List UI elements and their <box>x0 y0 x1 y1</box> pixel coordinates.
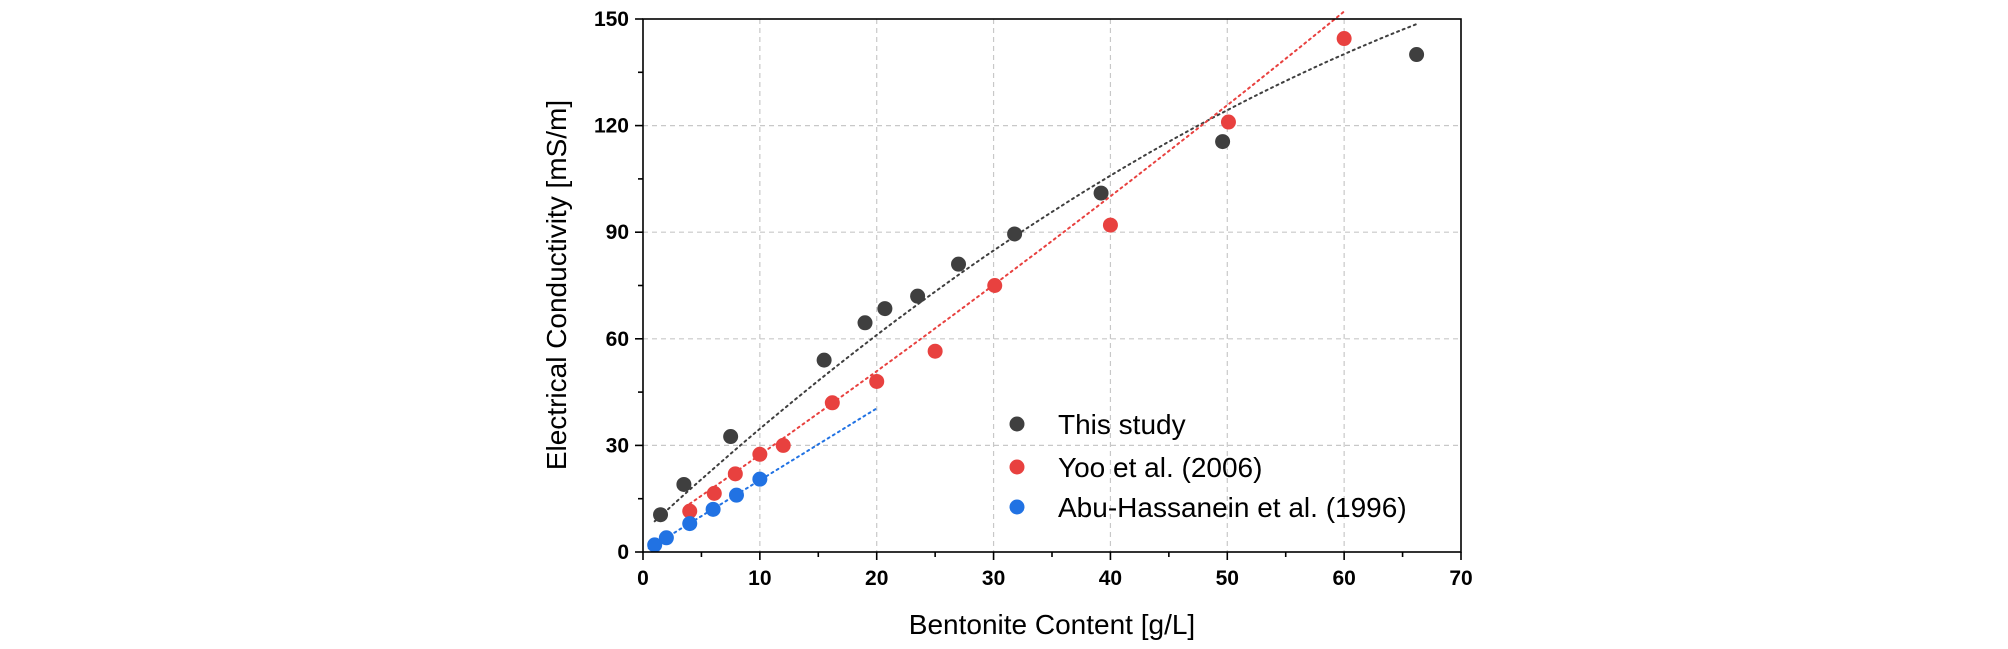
data-point-series-1 <box>987 278 1003 293</box>
y-tick-label: 60 <box>606 328 629 351</box>
data-points <box>647 31 1425 553</box>
trend-line-series-0 <box>653 23 1418 523</box>
data-point-series-0 <box>1215 134 1231 150</box>
legend-marker-yoo-et-al <box>1009 459 1025 475</box>
y-tick-label: 30 <box>606 434 629 457</box>
data-point-series-0 <box>1007 226 1023 242</box>
data-point-series-0 <box>877 301 893 317</box>
legend-label-this-study: This study <box>1058 409 1186 440</box>
data-point-series-2 <box>647 537 663 553</box>
x-tick-label: 70 <box>1449 567 1472 590</box>
data-point-series-0 <box>723 429 739 445</box>
data-point-series-1 <box>1336 31 1352 47</box>
y-tick-label: 0 <box>617 541 629 564</box>
data-point-series-2 <box>728 487 744 503</box>
data-point-series-0 <box>816 352 832 368</box>
y-tick-label: 90 <box>606 221 629 244</box>
data-point-series-1 <box>869 373 885 389</box>
legend-item: Abu-Hassanein et al. (1996) <box>1009 492 1407 523</box>
data-point-series-1 <box>927 343 943 359</box>
legend-marker-abu-hassanein-et-al <box>1009 499 1025 515</box>
data-point-series-0 <box>951 256 967 272</box>
x-tick-label: 10 <box>748 567 771 590</box>
data-point-series-0 <box>676 476 692 492</box>
x-tick-label: 40 <box>1099 567 1122 590</box>
x-tick-label: 60 <box>1332 567 1355 590</box>
data-point-series-0 <box>1093 185 1109 201</box>
y-tick-label: 150 <box>594 8 629 31</box>
y-axis-title: Electrical Conductivity [mS/m] <box>541 100 572 470</box>
x-axis-title: Bentonite Content [g/L] <box>909 609 1195 640</box>
x-tick-labels: 0 10 20 30 40 50 60 70 <box>637 567 1473 590</box>
legend-item: This study <box>1009 409 1186 440</box>
grid-lines <box>643 19 1461 552</box>
legend-label-yoo-et-al: Yoo et al. (2006) <box>1058 452 1262 483</box>
legend-marker-this-study <box>1009 416 1025 432</box>
y-tick-label: 120 <box>594 115 629 138</box>
x-tick-label: 0 <box>637 567 649 590</box>
data-point-series-1 <box>1220 114 1236 130</box>
trend-lines <box>647 10 1418 550</box>
data-point-series-1 <box>727 466 743 482</box>
data-point-series-1 <box>706 485 722 501</box>
trend-line-series-1 <box>688 10 1346 505</box>
data-point-series-0 <box>1409 47 1425 63</box>
data-point-series-1 <box>682 503 698 519</box>
legend-item: Yoo et al. (2006) <box>1009 452 1262 483</box>
legend-label-abu-hassanein-et-al: Abu-Hassanein et al. (1996) <box>1058 492 1407 523</box>
data-point-series-1 <box>752 446 768 462</box>
axis-ticks <box>635 18 1462 560</box>
data-point-series-0 <box>653 507 669 523</box>
data-point-series-2 <box>658 530 674 546</box>
x-tick-label: 50 <box>1216 567 1239 590</box>
data-point-series-0 <box>857 315 873 331</box>
y-tick-labels: 0 30 60 90 120 150 <box>594 8 629 564</box>
x-tick-label: 30 <box>982 567 1005 590</box>
data-point-series-1 <box>775 437 791 453</box>
data-point-series-1 <box>824 395 840 411</box>
data-point-series-2 <box>752 471 768 487</box>
data-point-series-2 <box>682 516 698 532</box>
x-tick-label: 20 <box>865 567 888 590</box>
data-point-series-2 <box>705 501 721 517</box>
plot-frame <box>642 18 1462 553</box>
legend: This study Yoo et al. (2006) Abu-Hassane… <box>1009 409 1407 523</box>
data-point-series-1 <box>1102 217 1118 233</box>
data-point-series-0 <box>910 288 926 304</box>
